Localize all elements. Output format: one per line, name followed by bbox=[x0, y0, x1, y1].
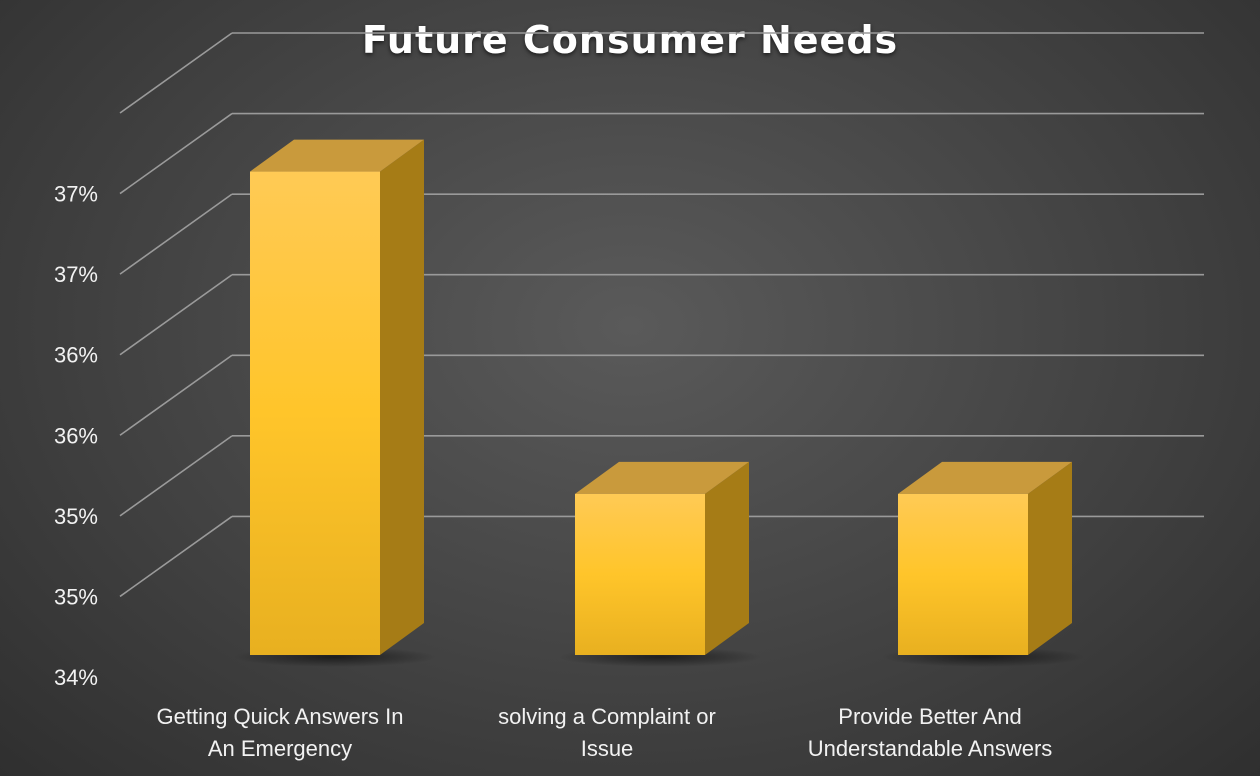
gridline-diagonal bbox=[119, 274, 233, 356]
bar-side bbox=[380, 139, 424, 656]
chart-title: Future Consumer Needs bbox=[361, 18, 899, 62]
bar-front bbox=[898, 493, 1028, 655]
y-tick-label: 37% bbox=[54, 182, 98, 207]
gridline-diagonal bbox=[119, 515, 233, 598]
y-tick-label: 35% bbox=[54, 504, 98, 529]
bar-top bbox=[898, 461, 1072, 494]
bar-top bbox=[575, 461, 749, 494]
bar-top bbox=[250, 139, 424, 172]
gridline-diagonal bbox=[119, 193, 233, 275]
gridline-diagonal bbox=[119, 112, 233, 195]
gridline-diagonal bbox=[119, 435, 233, 517]
bar bbox=[881, 461, 1085, 667]
y-tick-label: 36% bbox=[54, 343, 98, 368]
bars bbox=[233, 139, 1085, 667]
bar bbox=[558, 461, 762, 667]
y-tick-label: 37% bbox=[54, 262, 98, 287]
x-tick-label: Understandable Answers bbox=[808, 736, 1053, 761]
y-axis-ticks: 34% 35% 35% 36% 36% 37% 37% bbox=[54, 182, 98, 690]
y-tick-label: 34% bbox=[54, 665, 98, 690]
x-tick-label: Issue bbox=[581, 736, 634, 761]
x-tick-label: Provide Better And bbox=[838, 704, 1021, 729]
gridline-diagonal bbox=[119, 354, 233, 436]
bar-side bbox=[1028, 461, 1072, 655]
y-tick-label: 36% bbox=[54, 423, 98, 448]
x-tick-label: Getting Quick Answers In bbox=[157, 704, 404, 729]
bar-front bbox=[575, 493, 705, 655]
bar-front bbox=[250, 171, 380, 656]
x-tick-label: solving a Complaint or bbox=[498, 704, 716, 729]
x-tick-label: An Emergency bbox=[208, 736, 352, 761]
gridline-diagonal bbox=[119, 32, 233, 114]
x-axis-labels: Getting Quick Answers In An Emergency solv… bbox=[157, 704, 1053, 761]
y-tick-label: 35% bbox=[54, 584, 98, 609]
bar-side bbox=[705, 461, 749, 655]
bar bbox=[233, 139, 437, 667]
